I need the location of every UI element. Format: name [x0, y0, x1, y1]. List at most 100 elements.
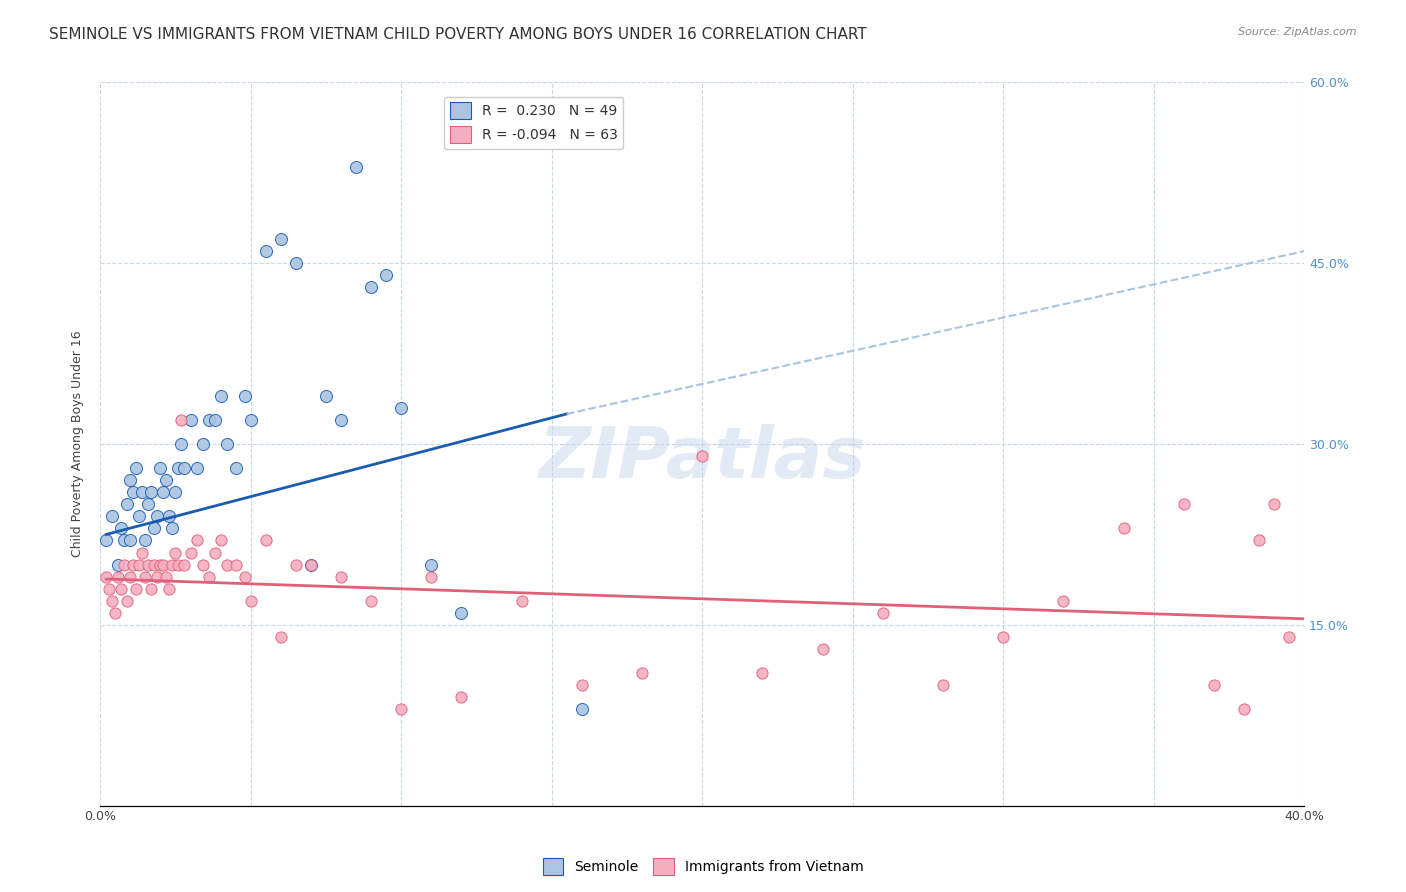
Point: [112, 533, 135, 548]
Point: [110, 582, 132, 596]
Point: [215, 558, 238, 572]
Point: [1278, 630, 1301, 644]
Point: [159, 509, 181, 524]
Point: [284, 256, 307, 270]
Point: [149, 558, 172, 572]
Point: [165, 485, 187, 500]
Point: [239, 413, 262, 427]
Point: [152, 485, 174, 500]
Point: [186, 461, 208, 475]
Point: [811, 642, 834, 657]
Point: [284, 558, 307, 572]
Point: [167, 558, 190, 572]
Point: [107, 569, 129, 583]
Point: [98, 582, 121, 596]
Point: [117, 497, 139, 511]
Point: [120, 569, 142, 583]
Legend: Seminole, Immigrants from Vietnam: Seminole, Immigrants from Vietnam: [537, 853, 869, 880]
Point: [122, 558, 145, 572]
Point: [225, 558, 247, 572]
Point: [389, 401, 412, 415]
Legend: R =  0.230   N = 49, R = -0.094   N = 63: R = 0.230 N = 49, R = -0.094 N = 63: [444, 96, 623, 149]
Point: [1247, 533, 1270, 548]
Point: [233, 389, 256, 403]
Point: [162, 558, 184, 572]
Point: [360, 280, 382, 294]
Point: [146, 569, 169, 583]
Point: [330, 569, 353, 583]
Point: [152, 558, 174, 572]
Point: [191, 437, 214, 451]
Point: [125, 582, 148, 596]
Point: [1263, 497, 1285, 511]
Point: [159, 582, 181, 596]
Point: [104, 606, 127, 620]
Point: [375, 268, 398, 283]
Point: [162, 521, 184, 535]
Point: [204, 413, 226, 427]
Point: [450, 690, 472, 705]
Point: [631, 666, 654, 681]
Point: [270, 630, 292, 644]
Point: [690, 449, 713, 463]
Point: [101, 509, 124, 524]
Point: [450, 606, 472, 620]
Point: [170, 413, 193, 427]
Point: [131, 485, 153, 500]
Point: [360, 593, 382, 607]
Point: [571, 678, 593, 692]
Point: [117, 593, 139, 607]
Point: [1052, 593, 1074, 607]
Point: [1202, 678, 1225, 692]
Point: [143, 521, 166, 535]
Point: [389, 702, 412, 716]
Point: [1112, 521, 1135, 535]
Point: [122, 485, 145, 500]
Point: [344, 160, 367, 174]
Point: [173, 558, 195, 572]
Point: [138, 497, 160, 511]
Point: [173, 461, 195, 475]
Point: [315, 389, 337, 403]
Point: [932, 678, 955, 692]
Point: [204, 545, 226, 559]
Point: [125, 461, 148, 475]
Point: [233, 569, 256, 583]
Point: [1173, 497, 1195, 511]
Y-axis label: Child Poverty Among Boys Under 16: Child Poverty Among Boys Under 16: [72, 331, 84, 558]
Point: [170, 437, 193, 451]
Point: [239, 593, 262, 607]
Point: [107, 558, 129, 572]
Point: [155, 473, 177, 487]
Point: [254, 244, 277, 259]
Text: Source: ZipAtlas.com: Source: ZipAtlas.com: [1239, 27, 1357, 37]
Point: [991, 630, 1014, 644]
Point: [179, 413, 201, 427]
Point: [420, 569, 443, 583]
Point: [155, 569, 177, 583]
Point: [191, 558, 214, 572]
Point: [254, 533, 277, 548]
Point: [134, 569, 156, 583]
Point: [420, 558, 443, 572]
Point: [128, 509, 150, 524]
Point: [120, 473, 142, 487]
Point: [186, 533, 208, 548]
Point: [165, 545, 187, 559]
Point: [120, 533, 142, 548]
Point: [112, 558, 135, 572]
Point: [197, 413, 219, 427]
Point: [872, 606, 894, 620]
Point: [141, 582, 163, 596]
Point: [143, 558, 166, 572]
Point: [96, 533, 118, 548]
Point: [209, 389, 232, 403]
Point: [209, 533, 232, 548]
Point: [131, 545, 153, 559]
Point: [215, 437, 238, 451]
Text: ZIPatlas: ZIPatlas: [538, 424, 866, 493]
Point: [299, 558, 322, 572]
Point: [134, 533, 156, 548]
Point: [571, 702, 593, 716]
Point: [146, 509, 169, 524]
